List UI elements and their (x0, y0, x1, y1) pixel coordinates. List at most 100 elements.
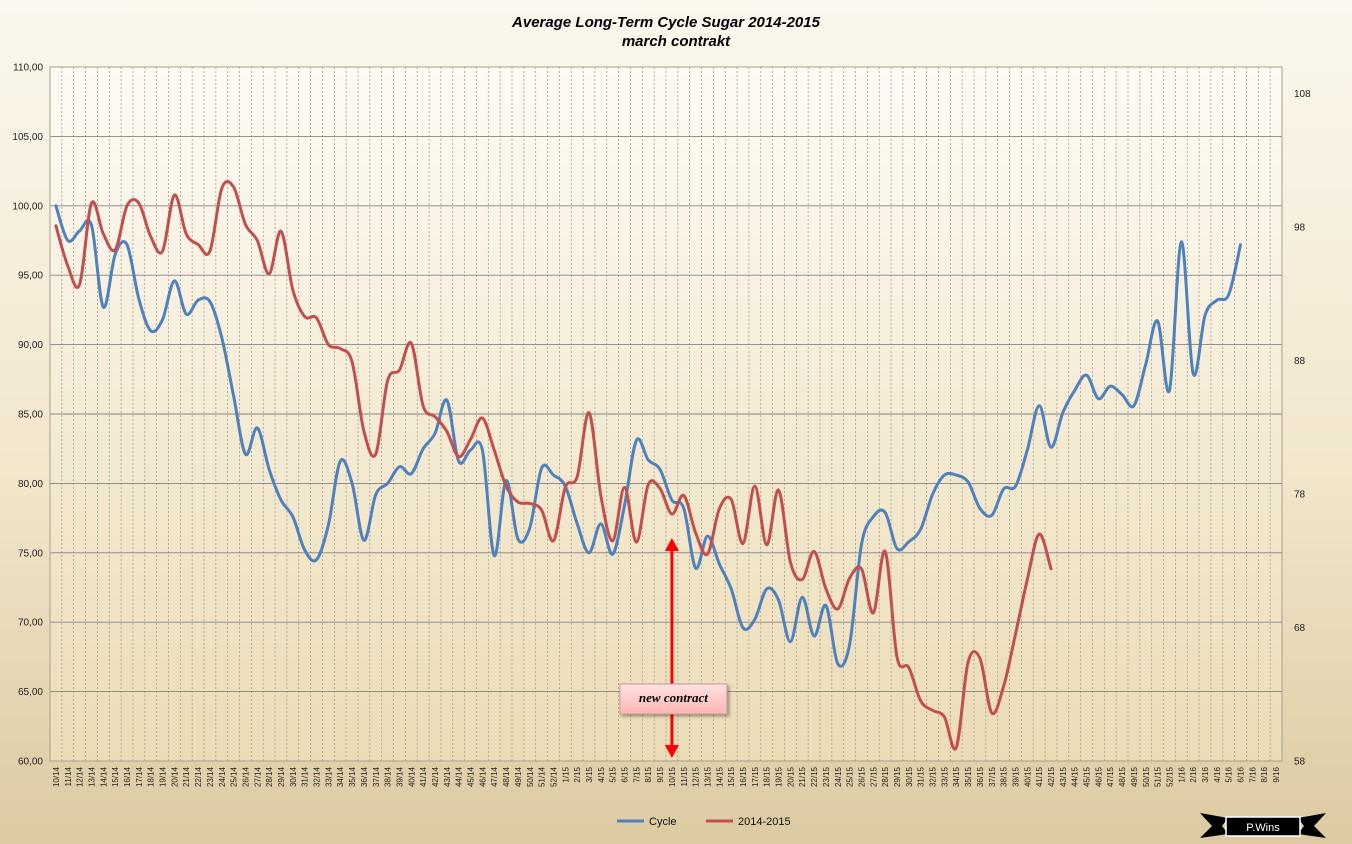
x-tick-label: 49/15 (1130, 766, 1139, 787)
x-tick-label: 35/15 (964, 766, 973, 787)
x-tick-label: 31/14 (301, 766, 310, 787)
x-tick-label: 17/14 (135, 766, 144, 787)
x-tick-label: 38/15 (1000, 766, 1009, 787)
series-line-2014-2015 (54, 180, 1053, 751)
annotation-label: new contract (639, 690, 708, 705)
legend-label: 2014-2015 (738, 816, 791, 828)
y-right-tick-label: 98 (1294, 223, 1306, 234)
y-left-tick-label: 70,00 (18, 618, 43, 629)
annotation-box (619, 683, 728, 715)
x-tick-label: 32/14 (313, 766, 322, 787)
y-left-tick-label: 110,00 (13, 63, 43, 74)
x-tick-label: 10/14 (52, 766, 61, 787)
x-tick-label: 24/14 (218, 766, 227, 787)
legend: Cycle 2014-2015 (617, 816, 791, 828)
x-tick-label: 5/16 (1225, 766, 1234, 782)
x-tick-label: 3/16 (1201, 766, 1210, 782)
x-tick-label: 47/15 (1106, 766, 1115, 787)
x-tick-label: 49/14 (514, 766, 523, 787)
x-tick-label: 15/14 (111, 766, 120, 787)
watermark-badge: P.Wins (1200, 813, 1326, 838)
x-tick-label: 14/15 (715, 766, 724, 787)
x-tick-label: 39/15 (1011, 766, 1020, 787)
x-tick-label: 22/14 (194, 766, 203, 787)
chart-title: Average Long-Term Cycle Sugar 2014-2015 (511, 14, 821, 31)
x-tick-label: 43/15 (1059, 766, 1068, 787)
x-tick-label: 7/16 (1248, 766, 1257, 782)
x-tick-label: 48/14 (502, 766, 511, 787)
x-tick-label: 21/15 (798, 766, 807, 787)
annotation-arrowhead-down (664, 745, 679, 758)
new-contract-annotation: new contract (619, 538, 728, 758)
x-tick-label: 17/15 (751, 766, 760, 787)
x-tick-label: 28/14 (265, 766, 274, 787)
x-tick-label: 45/15 (1083, 766, 1092, 787)
y-right-tick-label: 108 (1294, 89, 1311, 100)
x-tick-label: 44/14 (455, 766, 464, 787)
x-tick-label: 14/14 (99, 766, 108, 787)
x-tick-label: 51/15 (1154, 766, 1163, 787)
y-right-tick-label: 68 (1294, 623, 1306, 634)
x-tick-label: 6/15 (621, 766, 630, 782)
y-left-tick-label: 105,00 (12, 132, 43, 143)
x-tick-label: 4/16 (1213, 766, 1222, 782)
x-tick-label: 3/15 (585, 766, 594, 782)
x-tick-label: 34/15 (952, 766, 961, 787)
x-tick-label: 33/14 (324, 766, 333, 787)
x-tick-label: 41/14 (419, 766, 428, 787)
chart-subtitle: march contrakt (622, 33, 731, 50)
x-tick-label: 39/14 (395, 766, 404, 787)
x-tick-label: 42/14 (431, 766, 440, 787)
x-tick-label: 25/15 (846, 766, 855, 787)
x-tick-label: 40/14 (407, 766, 416, 787)
x-tick-label: 44/15 (1071, 766, 1080, 787)
x-tick-label: 51/14 (538, 766, 547, 787)
y-left-tick-label: 60,00 (18, 757, 43, 768)
x-tick-label: 4/15 (597, 766, 606, 782)
x-tick-label: 46/15 (1094, 766, 1103, 787)
x-tick-label: 1/15 (561, 766, 570, 782)
x-tick-label: 19/14 (159, 766, 168, 787)
x-tick-label: 5/15 (609, 766, 618, 782)
x-tick-label: 35/14 (348, 766, 357, 787)
y-left-tick-label: 95,00 (18, 271, 43, 282)
x-tick-label: 23/14 (206, 766, 215, 787)
x-tick-label: 8/15 (644, 766, 653, 782)
x-tick-label: 10/15 (668, 766, 677, 787)
x-tick-label: 7/15 (632, 766, 641, 782)
x-tick-label: 20/14 (170, 766, 179, 787)
x-tick-label: 40/15 (1023, 766, 1032, 787)
annotation-arrowhead-up (664, 538, 679, 551)
x-tick-label: 26/14 (241, 766, 250, 787)
x-tick-label: 12/15 (692, 766, 701, 787)
x-tick-label: 9/16 (1272, 766, 1281, 782)
x-tick-label: 37/15 (988, 766, 997, 787)
x-tick-label: 16/15 (739, 766, 748, 787)
x-tick-label: 41/15 (1035, 766, 1044, 787)
x-tick-label: 33/15 (940, 766, 949, 787)
x-tick-label: 36/15 (976, 766, 985, 787)
x-tick-label: 12/14 (76, 766, 85, 787)
watermark-text: P.Wins (1246, 822, 1280, 834)
y-left-tick-label: 65,00 (18, 687, 43, 698)
x-tick-label: 15/15 (727, 766, 736, 787)
x-tick-label: 22/15 (810, 766, 819, 787)
x-tick-label: 26/15 (857, 766, 866, 787)
legend-label: Cycle (649, 816, 677, 828)
x-tick-label: 11/14 (64, 766, 73, 786)
x-tick-label: 42/15 (1047, 766, 1056, 787)
x-tick-label: 13/15 (703, 766, 712, 787)
x-tick-label: 11/15 (680, 766, 689, 786)
y-left-tick-label: 85,00 (18, 410, 43, 421)
series-line-cycle (54, 204, 1242, 668)
x-tick-label: 50/15 (1142, 766, 1151, 787)
x-tick-label: 30/15 (905, 766, 914, 787)
x-tick-label: 27/14 (253, 766, 262, 787)
x-tick-label: 21/14 (182, 766, 191, 787)
x-tick-label: 36/14 (360, 766, 369, 787)
x-tick-label: 48/15 (1118, 766, 1127, 787)
x-tick-label: 52/14 (549, 766, 558, 787)
x-tick-label: 45/14 (467, 766, 476, 787)
